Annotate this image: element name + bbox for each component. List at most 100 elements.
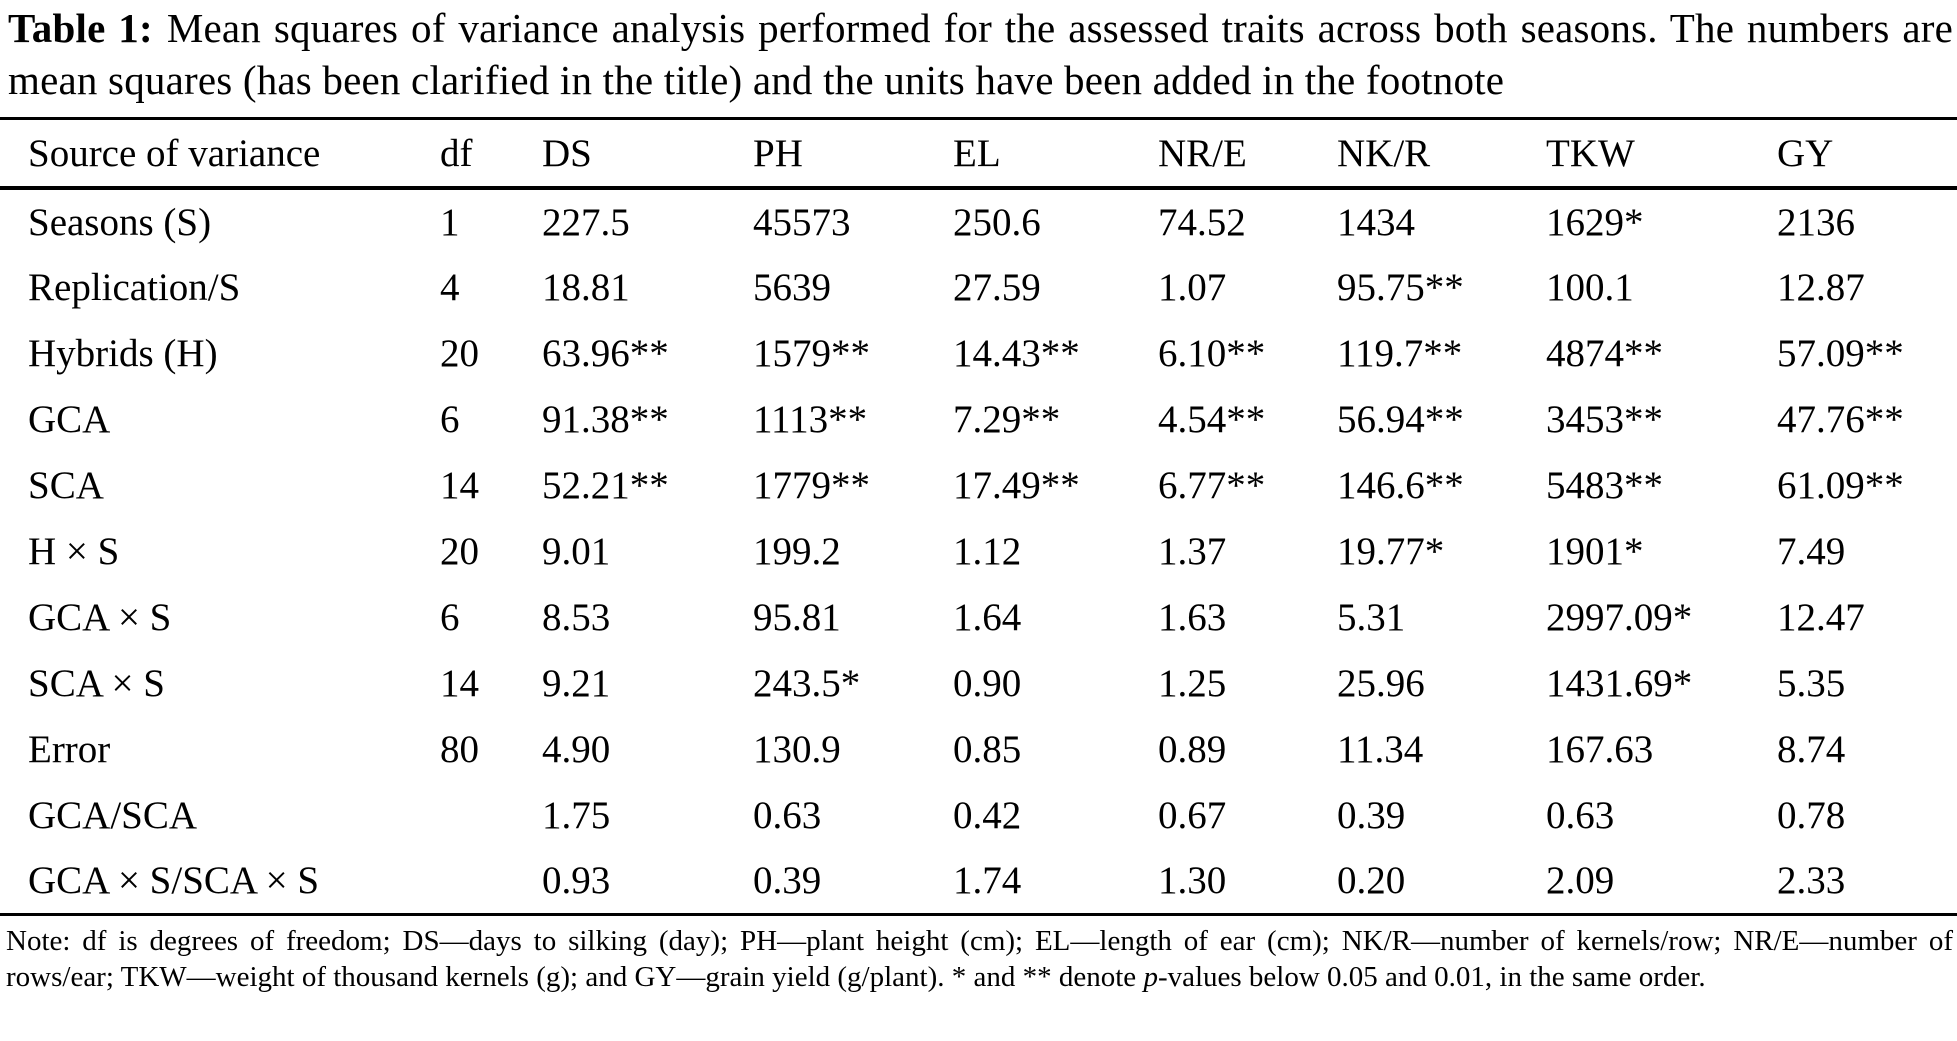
table-cell: 5.31 [1337, 595, 1406, 639]
table-cell: 250.6 [953, 200, 1041, 244]
table-cell: 5483** [1546, 463, 1663, 507]
table-cell: 17.49** [953, 463, 1080, 507]
table-cell: 1431.69* [1546, 661, 1693, 705]
table-cell: 243.5* [753, 661, 861, 705]
table-cell: 61.09** [1777, 463, 1904, 507]
column-header: NR/E [1158, 131, 1247, 175]
column-header: df [440, 131, 473, 175]
table-cell: 6.77** [1158, 463, 1266, 507]
table-cell: 8.74 [1777, 727, 1846, 771]
table-cell: 9.01 [542, 529, 611, 573]
column-header: Source of variance [28, 131, 321, 175]
table-cell: 45573 [753, 200, 851, 244]
column-header: EL [953, 131, 1001, 175]
table-cell: 27.59 [953, 265, 1041, 309]
table-cell: 47.76** [1777, 397, 1904, 441]
table-cell: 0.39 [753, 859, 822, 903]
table-cell: 5639 [753, 265, 831, 309]
table-cell: 8.53 [542, 595, 611, 639]
table-cell [440, 782, 542, 848]
table-cell: 0.78 [1777, 793, 1846, 837]
table-cell: 1.37 [1158, 529, 1227, 573]
table-cell: 2136 [1777, 200, 1855, 244]
table-row: SCA 14 52.21** 1779** 17.49** 6.77** 146.6** 54… [0, 452, 1957, 518]
row-label: Hybrids (H) [28, 331, 218, 375]
table-cell: 199.2 [753, 529, 841, 573]
table-cell: 57.09** [1777, 331, 1904, 375]
table-cell: 1.75 [542, 793, 611, 837]
table-cell: 4 [440, 265, 460, 309]
table-caption-label: Table 1: [8, 5, 153, 51]
row-label: Replication/S [28, 265, 241, 309]
table-cell: 56.94** [1337, 397, 1464, 441]
table-cell: 4.90 [542, 727, 611, 771]
table-cell: 1 [440, 200, 460, 244]
row-label: GCA/SCA [28, 793, 198, 837]
table-cell: 100.1 [1546, 265, 1634, 309]
table-cell: 12.87 [1777, 265, 1865, 309]
table-cell: 1.07 [1158, 265, 1227, 309]
table-cell: 227.5 [542, 200, 630, 244]
table-cell: 95.81 [753, 595, 841, 639]
table-body: Seasons (S) 1 227.5 45573 250.6 74.52 1434 1629… [0, 188, 1957, 914]
footnote-italic-p: p [1143, 961, 1158, 994]
table-cell: 18.81 [542, 265, 630, 309]
table-cell: 0.63 [1546, 793, 1615, 837]
column-header: NK/R [1337, 131, 1431, 175]
table-row: Seasons (S) 1 227.5 45573 250.6 74.52 1434 1629… [0, 188, 1957, 254]
table-header-row: Source of variance df DS PH EL NR/E NK/R TKW GY [0, 118, 1957, 189]
table-cell: 20 [440, 529, 479, 573]
column-header: GY [1777, 131, 1834, 175]
footnote-text-part1: Note: df is degrees of freedom; DS—days … [6, 924, 1953, 994]
row-label: SCA [28, 463, 104, 507]
table-cell: 7.29** [953, 397, 1061, 441]
table-cell: 2997.09* [1546, 595, 1693, 639]
table-cell: 74.52 [1158, 200, 1246, 244]
table-cell: 1.63 [1158, 595, 1227, 639]
table-row: Error 80 4.90 130.9 0.85 0.89 11.34 167.63 8.74 [0, 716, 1957, 782]
table-cell: 20 [440, 331, 479, 375]
table-cell: 7.49 [1777, 529, 1846, 573]
table-cell: 3453** [1546, 397, 1663, 441]
table-footnote: Note: df is degrees of freedom; DS—days … [6, 923, 1953, 996]
table-cell: 5.35 [1777, 661, 1846, 705]
table-cell: 146.6** [1337, 463, 1464, 507]
table-cell: 19.77* [1337, 529, 1445, 573]
table-caption: Table 1: Mean squares of variance analysi… [8, 2, 1953, 107]
table-cell: 1.64 [953, 595, 1022, 639]
table-cell: 1.30 [1158, 859, 1227, 903]
table-row: H × S 20 9.01 199.2 1.12 1.37 19.77* 1901* 7.49 [0, 518, 1957, 584]
table-cell: 2.33 [1777, 859, 1846, 903]
table-cell: 0.39 [1337, 793, 1406, 837]
row-label: GCA [28, 397, 111, 441]
table-cell: 80 [440, 727, 479, 771]
table-cell: 14 [440, 463, 479, 507]
table-row: SCA × S 14 9.21 243.5* 0.90 1.25 25.96 1431.69*… [0, 650, 1957, 716]
table-cell: 14 [440, 661, 479, 705]
table-cell: 6 [440, 397, 460, 441]
row-label: SCA × S [28, 661, 165, 705]
table-cell: 1434 [1337, 200, 1415, 244]
row-label: GCA × S/SCA × S [28, 859, 320, 903]
table-cell: 0.20 [1337, 859, 1406, 903]
table-row: GCA/SCA 1.75 0.63 0.42 0.67 0.39 0.63 0.78 [0, 782, 1957, 848]
table-cell: 2.09 [1546, 859, 1615, 903]
table-cell: 167.63 [1546, 727, 1654, 771]
table-row: GCA × S/SCA × S 0.93 0.39 1.74 1.30 0.20 2.09 2… [0, 848, 1957, 914]
table-cell: 95.75** [1337, 265, 1464, 309]
table-cell: 6 [440, 595, 460, 639]
table-cell: 52.21** [542, 463, 669, 507]
column-header: DS [542, 131, 592, 175]
row-label: H × S [28, 529, 120, 573]
table-cell: 4.54** [1158, 397, 1266, 441]
table-cell: 1113** [753, 397, 868, 441]
table-row: GCA × S 6 8.53 95.81 1.64 1.63 5.31 2997.09* 12.… [0, 584, 1957, 650]
table-cell [440, 848, 542, 914]
table-cell: 0.63 [753, 793, 822, 837]
table-cell: 4874** [1546, 331, 1663, 375]
table-cell: 119.7** [1337, 331, 1463, 375]
table-cell: 0.85 [953, 727, 1022, 771]
column-header: PH [753, 131, 803, 175]
table-cell: 25.96 [1337, 661, 1425, 705]
